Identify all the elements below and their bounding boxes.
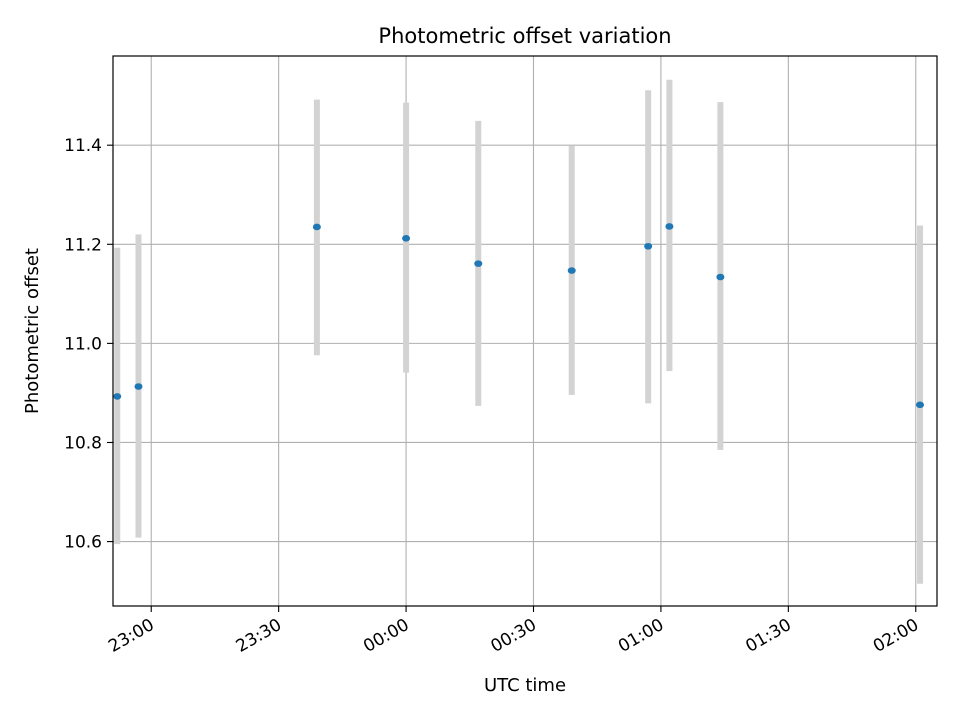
y-axis-ticks: 10.6 10.8 11.0 11.2 11.4: [64, 136, 113, 553]
error-bars: [114, 79, 924, 584]
data-point: [113, 393, 122, 400]
data-point: [134, 383, 143, 390]
grid: [113, 56, 937, 606]
chart-title: Photometric offset variation: [378, 24, 671, 48]
data-point: [916, 401, 925, 409]
data-points: [113, 223, 925, 409]
y-tick-label: 11.0: [64, 334, 102, 354]
y-tick-label: 10.6: [64, 533, 102, 553]
data-point: [665, 223, 674, 230]
y-tick-label: 10.8: [64, 433, 102, 453]
data-point: [312, 223, 321, 231]
x-axis-ticks: 23:00 23:30 00:00 00:30 01:00 01:30 02:00: [105, 606, 922, 657]
x-tick-label: 01:00: [615, 615, 667, 657]
x-tick-label: 01:30: [742, 615, 794, 657]
data-point: [716, 273, 725, 281]
x-tick-label: 02:00: [870, 615, 922, 657]
data-point: [644, 242, 653, 250]
y-tick-label: 11.4: [64, 136, 102, 156]
x-tick-label: 23:30: [233, 615, 285, 657]
y-axis-label: Photometric offset: [22, 248, 43, 414]
x-tick-label: 00:00: [360, 615, 412, 657]
x-tick-label: 23:00: [105, 615, 157, 657]
y-tick-label: 11.2: [64, 235, 102, 255]
data-point: [402, 235, 411, 242]
data-point: [474, 260, 483, 267]
x-axis-label: UTC time: [484, 675, 566, 696]
plot-frame: [112, 55, 938, 607]
data-point: [567, 267, 576, 274]
x-tick-label: 00:30: [488, 615, 540, 657]
